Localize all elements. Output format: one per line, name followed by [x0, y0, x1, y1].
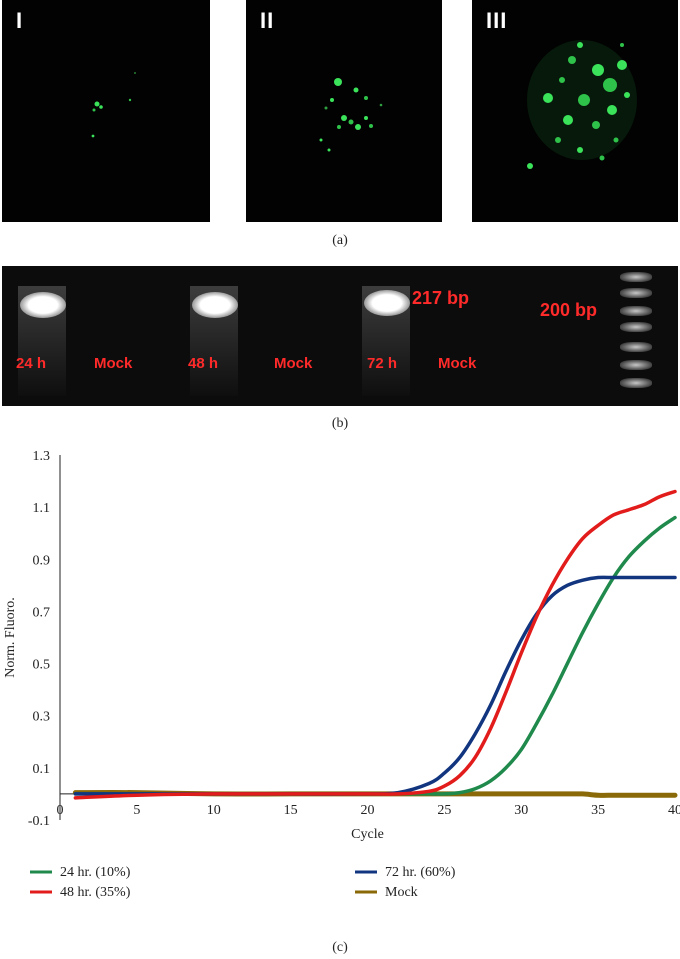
- series-line-48: [73, 489, 677, 800]
- band-72h: [364, 290, 410, 316]
- y-tick-label: 1.3: [33, 450, 51, 464]
- x-axis-label: Cycle: [351, 827, 384, 842]
- lane-label-1: 24 h: [16, 355, 47, 372]
- y-tick-label: 0.1: [33, 762, 51, 777]
- x-tick-label: 0: [57, 803, 64, 818]
- ladder-band-2: [620, 288, 652, 298]
- x-tick-label: 5: [133, 803, 140, 818]
- x-tick-label: 10: [207, 803, 221, 818]
- panel-label-III: III: [486, 8, 508, 33]
- x-tick-label: 20: [361, 803, 375, 818]
- ladder-band-4: [620, 322, 652, 332]
- ladder-band-5: [620, 342, 652, 352]
- fluorescence-image-II: II: [246, 0, 442, 222]
- series-lines: [72, 489, 678, 800]
- cell-dots-I: [91, 72, 136, 138]
- series-line-72: [73, 575, 677, 796]
- y-tick-label: 1.1: [33, 501, 51, 516]
- lane-label-3: 48 h: [188, 355, 219, 372]
- legend-label: 48 hr. (35%): [60, 885, 131, 900]
- y-tick-label: -0.1: [28, 814, 50, 829]
- x-tick-label: 40: [668, 803, 680, 818]
- qpcr-chart: -0.1 0.1 0.3 0.5 0.7 0.9 1.1 1.3 0 5 10 15 20 25 30 35…: [3, 450, 680, 900]
- panel-label-II: II: [260, 8, 275, 33]
- caption-a: (a): [332, 233, 348, 248]
- band-size-label: 217 bp: [412, 288, 470, 308]
- fluorescence-image-I: I: [2, 0, 210, 222]
- ladder-band-3: [620, 306, 652, 316]
- y-tick-label: 0.9: [33, 553, 51, 568]
- ladder-size-label: 200 bp: [540, 300, 598, 320]
- y-tick-label: 0.5: [33, 658, 51, 673]
- band-24h: [20, 292, 66, 318]
- x-tick-label: 30: [514, 803, 528, 818]
- caption-c: (c): [332, 940, 348, 955]
- panel-label-I: I: [16, 8, 24, 33]
- cell-dots-III: [527, 40, 637, 169]
- ladder-band-6: [620, 360, 652, 370]
- x-tick-label: 35: [591, 803, 605, 818]
- lane-label-5: 72 h: [367, 355, 398, 372]
- y-tick-label: 0.3: [33, 710, 51, 725]
- chart-legend: 24 hr. (10%) 72 hr. (60%) 48 hr. (35%) Mock: [30, 865, 456, 900]
- x-tick-label: 25: [437, 803, 451, 818]
- ladder-band-1: [620, 272, 652, 282]
- x-tick-label: 15: [284, 803, 298, 818]
- cell-dots-II: [319, 78, 383, 152]
- agarose-gel: 217 bp 200 bp 24 h Mock 48 h Mock 72 h M…: [2, 266, 678, 406]
- fluorescence-image-III: III: [472, 0, 678, 222]
- legend-label: Mock: [385, 885, 418, 900]
- lane-label-4: Mock: [274, 355, 313, 372]
- series-line-24: [73, 515, 677, 796]
- chart-axes: [59, 455, 675, 820]
- caption-b: (b): [331, 416, 349, 431]
- band-48h: [192, 292, 238, 318]
- legend-label: 24 hr. (10%): [60, 865, 131, 880]
- x-ticks: 0 5 10 15 20 25 30 35 40: [57, 803, 680, 818]
- y-tick-label: 0.7: [33, 605, 51, 620]
- lane-label-6: Mock: [438, 355, 477, 372]
- legend-label: 72 hr. (60%): [385, 865, 456, 880]
- lane-label-2: Mock: [94, 355, 133, 372]
- y-ticks: -0.1 0.1 0.3 0.5 0.7 0.9 1.1 1.3: [28, 450, 50, 829]
- ladder-band-7: [620, 378, 652, 388]
- y-axis-label: Norm. Fluoro.: [3, 597, 18, 678]
